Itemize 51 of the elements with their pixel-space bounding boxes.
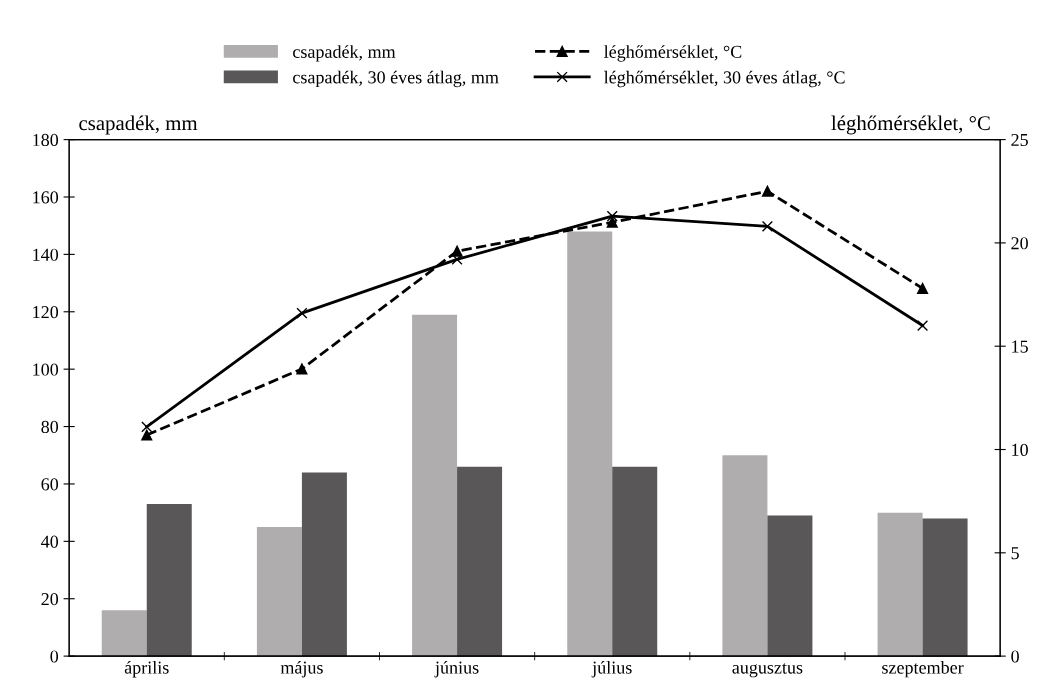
point — [606, 216, 618, 228]
bar — [412, 314, 458, 657]
y-tick-label: 0 — [50, 650, 59, 663]
bar — [457, 466, 503, 657]
bar — [101, 610, 147, 657]
x-tick-label: augusztus — [732, 663, 803, 678]
bar — [877, 512, 923, 657]
point — [606, 210, 618, 222]
y-tick-label: 60 — [41, 478, 59, 491]
y-tick-label: 100 — [33, 363, 59, 376]
point — [917, 282, 929, 294]
bar — [612, 466, 658, 657]
y2-tick-label: 25 — [1011, 133, 1028, 147]
y2-tick-label: 10 — [1012, 443, 1028, 456]
x-tick-label: május — [280, 660, 323, 678]
y-tick-label: 140 — [33, 248, 59, 261]
bar — [767, 515, 813, 657]
y2-axis-title: léghőmérséklet, °C — [831, 115, 990, 135]
y2-tick-label: 15 — [1012, 340, 1028, 353]
point — [451, 253, 463, 265]
point — [761, 220, 773, 232]
y-tick-label: 40 — [41, 535, 59, 548]
x-tick-label: szeptember — [882, 660, 964, 678]
legend-label: léghőmérséklet, 30 éves átlag, °C — [604, 70, 845, 88]
x-tick-label: június — [434, 660, 479, 678]
y-tick-label: 180 — [33, 133, 59, 147]
legend-label: csapadék, mm — [293, 45, 396, 62]
x-tick-label: április — [124, 660, 169, 678]
legend-label: léghőmérséklet, °C — [604, 45, 742, 62]
y-tick-label: 80 — [41, 420, 59, 433]
bar — [722, 455, 768, 657]
x-tick-label: július — [591, 660, 632, 678]
legend-label: csapadék, 30 éves átlag, mm — [293, 70, 499, 88]
y-tick-label: 20 — [41, 592, 59, 606]
point — [296, 363, 308, 375]
bar — [256, 526, 302, 657]
bar — [567, 231, 613, 657]
point — [761, 185, 773, 197]
point — [917, 319, 929, 332]
bar — [146, 504, 192, 657]
point — [141, 421, 153, 433]
y2-tick-label: 0 — [1011, 650, 1019, 663]
y-tick-label: 160 — [33, 191, 59, 204]
y-tick-label: 120 — [33, 306, 59, 319]
bar — [922, 518, 968, 657]
y-axis-title: csapadék, mm — [79, 115, 198, 135]
y2-tick-label: 5 — [1011, 547, 1019, 560]
y2-tick-label: 20 — [1011, 237, 1028, 250]
bar — [301, 472, 347, 657]
point — [141, 429, 153, 441]
point — [296, 307, 308, 319]
